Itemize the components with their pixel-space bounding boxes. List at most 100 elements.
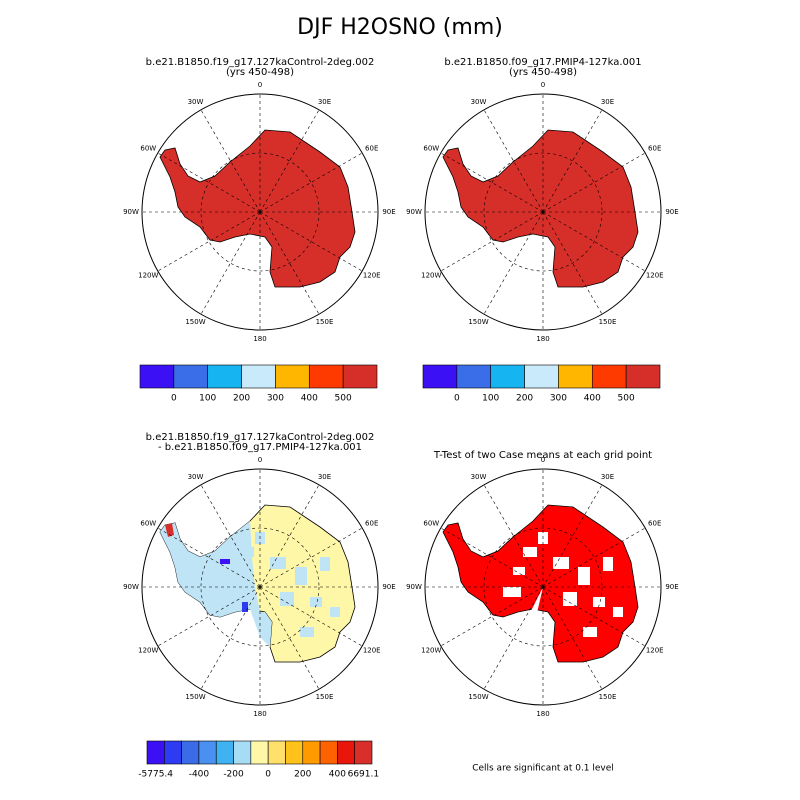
- longitude-label: 30E: [318, 473, 331, 481]
- colorbar-label: 500: [335, 394, 352, 404]
- colorbar-box: [181, 740, 200, 765]
- region-patch: [230, 567, 242, 575]
- colorbar-label: 400: [584, 394, 601, 404]
- longitude-label: 30W: [471, 473, 487, 481]
- colorbar-box: [198, 740, 217, 765]
- colorbar-box: [302, 740, 321, 765]
- longitude-label: 150E: [316, 318, 334, 326]
- colorbar-box: [456, 364, 492, 389]
- longitude-label: 150E: [316, 693, 334, 701]
- longitude-label: 180: [253, 335, 266, 343]
- meridian: [200, 586, 261, 690]
- colorbar-label: 100: [199, 394, 216, 404]
- meridian: [440, 527, 544, 588]
- meridian: [200, 109, 261, 213]
- continent: [159, 129, 356, 288]
- meridian: [542, 152, 646, 213]
- longitude-label: 120E: [646, 647, 664, 655]
- region-patch: [300, 627, 314, 637]
- region-patch: [165, 523, 174, 537]
- colorbar-box: [591, 364, 627, 389]
- longitude-label: 0: [541, 81, 545, 89]
- figure-title: DJF H2OSNO (mm): [297, 15, 503, 40]
- colorbar-label: 200: [294, 770, 311, 780]
- longitude-label: 90E: [382, 208, 395, 216]
- colorbar-label: 0: [171, 394, 177, 404]
- longitude-label: 90W: [406, 583, 422, 591]
- colorbar-box: [275, 364, 310, 389]
- longitude-label: 180: [536, 335, 549, 343]
- longitude-label: 90E: [665, 208, 678, 216]
- meridian: [483, 586, 544, 690]
- meridian: [542, 586, 646, 647]
- panel-title: (yrs 450-498): [509, 67, 577, 78]
- longitude-label: 150W: [468, 318, 488, 326]
- longitude-label: 150E: [599, 318, 617, 326]
- meridian: [157, 586, 261, 647]
- longitude-label: 120W: [421, 647, 441, 655]
- colorbar-box: [164, 740, 182, 765]
- longitude-label: 120W: [138, 647, 158, 655]
- footnote: Cells are significant at 0.1 level: [472, 764, 614, 774]
- longitude-label: 60W: [423, 145, 439, 153]
- region-patch: [295, 567, 307, 585]
- colorbar-label: 200: [516, 394, 533, 404]
- colorbar-label: -5775.4: [138, 770, 173, 780]
- colorbar-box: [342, 364, 378, 389]
- latitude-circle: [200, 152, 320, 272]
- longitude-label: 60E: [365, 520, 378, 528]
- longitude-label: 150W: [185, 693, 205, 701]
- meridian: [542, 211, 646, 272]
- region-patch: [240, 547, 254, 557]
- colorbar-label: 400: [329, 770, 346, 780]
- meridian: [440, 152, 544, 213]
- longitude-label: 150W: [185, 318, 205, 326]
- map-panel: 0 30E 60E 90E 120E 150E 180 150W 120W 90W 60W 30W b.…: [123, 57, 396, 404]
- colorbar-box: [233, 740, 252, 765]
- colorbar-box: [422, 364, 458, 389]
- longitude-label: 90E: [382, 583, 395, 591]
- longitude-label: 60W: [140, 145, 156, 153]
- meridian: [440, 211, 544, 272]
- region-patch: [543, 617, 551, 631]
- map-panel: 0 30E 60E 90E 120E 150E 180 150W 120W 90W 60W 30W b.…: [406, 57, 679, 404]
- latitude-circle: [483, 152, 603, 272]
- latitude-circle: [200, 527, 320, 647]
- meridian: [259, 586, 320, 690]
- region-patch: [330, 607, 340, 617]
- panel-title: - b.e21.B1850.f09_g17.PMIP4-127ka.001: [158, 442, 362, 453]
- region-patch: [270, 557, 286, 569]
- colorbar-box: [250, 740, 269, 765]
- longitude-label: 120E: [363, 272, 381, 280]
- longitude-label: 120W: [421, 272, 441, 280]
- map-panel: 0 30E 60E 90E 120E 150E 180 150W 120W 90W 60W 30W T-…: [406, 450, 679, 718]
- longitude-label: 60W: [423, 520, 439, 528]
- longitude-label: 60E: [648, 145, 661, 153]
- meridian: [542, 211, 603, 315]
- region-patch: [523, 547, 537, 557]
- colorbar-label: 0: [454, 394, 460, 404]
- colorbar-box: [490, 364, 525, 389]
- longitude-label: 60W: [140, 520, 156, 528]
- longitude-label: 30E: [601, 473, 614, 481]
- longitude-label: 90E: [665, 583, 678, 591]
- colorbar-label: 300: [550, 394, 567, 404]
- region-patch: [320, 557, 330, 571]
- colorbar-box: [146, 740, 165, 765]
- colorbar-label: 0: [265, 770, 271, 780]
- colorbar-box: [267, 740, 286, 765]
- colorbar-label: -400: [189, 770, 210, 780]
- meridian: [200, 484, 261, 588]
- panel-title: b.e21.B1850.f19_g17.127kaControl-2deg.00…: [146, 432, 375, 443]
- region-patch: [280, 592, 294, 606]
- longitude-label: 0: [258, 81, 262, 89]
- longitude-label: 90W: [123, 583, 139, 591]
- longitude-label: 30E: [601, 98, 614, 106]
- region-patch: [603, 557, 613, 571]
- longitude-label: 120E: [363, 647, 381, 655]
- meridian: [259, 484, 320, 588]
- longitude-label: 90W: [406, 208, 422, 216]
- longitude-label: 30W: [188, 473, 204, 481]
- panel-title: b.e21.B1850.f19_g17.127kaControl-2deg.00…: [146, 57, 375, 68]
